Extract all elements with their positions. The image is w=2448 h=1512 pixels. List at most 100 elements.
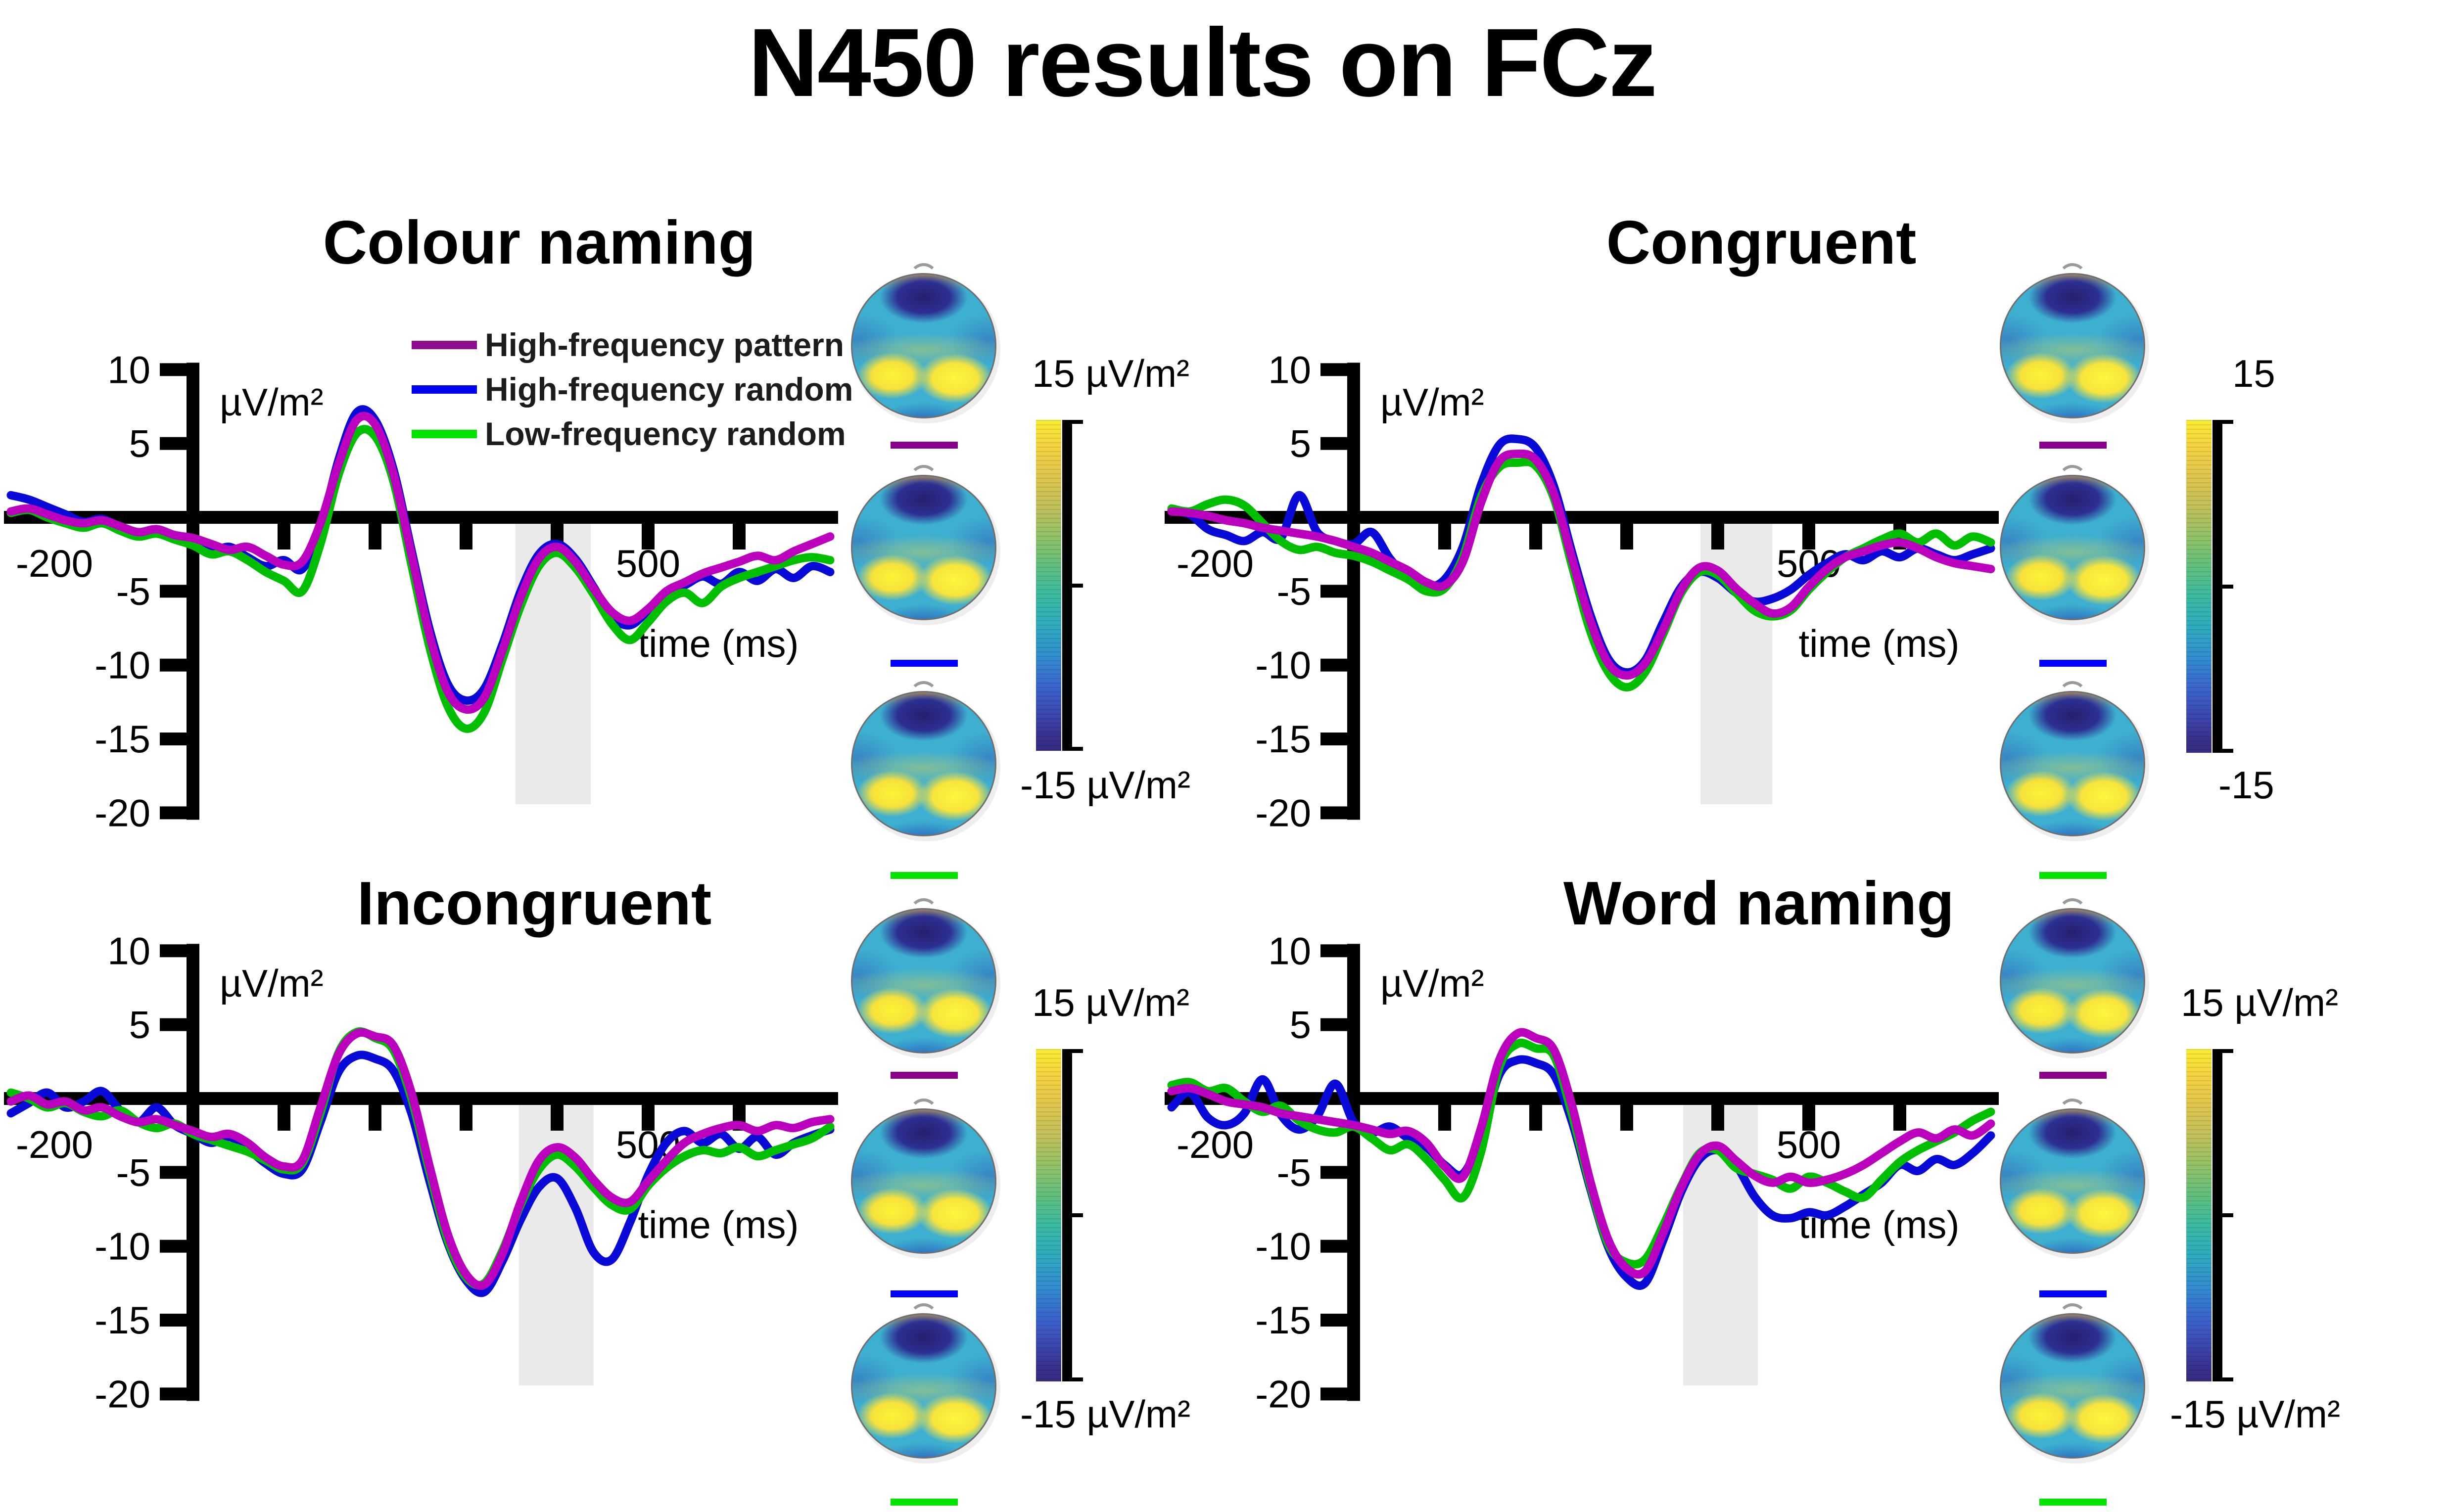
erp-curve-congruent-low-frequency-random [1167, 458, 1995, 691]
colorbar-gradient [2186, 1049, 2212, 1381]
y-tick [160, 733, 187, 746]
x-tick [1711, 524, 1724, 550]
colorbar-tick-bottom [2222, 1377, 2233, 1381]
x-tick [642, 1105, 655, 1131]
topo-map-colour-naming-high-frequency-random [851, 475, 996, 620]
y-tick [160, 658, 187, 672]
y-tick [1320, 944, 1347, 958]
x-axis-unit-label: time (ms) [1799, 622, 1960, 665]
topo-map-word-naming-high-frequency-pattern [2000, 908, 2145, 1054]
x-tick-label: -200 [16, 542, 93, 585]
topo-condition-line-random [2039, 1290, 2107, 1297]
topo-map-colour-naming-high-frequency-pattern [851, 273, 996, 418]
topo-map-incongruent-low-frequency-random [851, 1313, 996, 1459]
panel-title-word-naming: Word naming [1563, 870, 1954, 938]
y-tick-label: -20 [94, 1372, 150, 1416]
topo-map-incongruent-high-frequency-pattern [851, 908, 996, 1054]
y-axis [187, 944, 199, 1401]
x-tick [460, 1105, 472, 1131]
y-axis-unit-label: µV/m² [1380, 962, 1484, 1005]
significance-band [518, 1105, 594, 1385]
y-tick [1320, 658, 1347, 672]
erp-curve-colour-naming-high-frequency-pattern [6, 412, 835, 714]
colorbar-min-label: -15 µV/m² [1020, 1392, 1190, 1436]
x-tick [460, 524, 472, 550]
y-tick-label: 10 [1268, 348, 1311, 391]
colorbar-tick-bottom [1072, 747, 1083, 751]
y-tick [160, 944, 187, 958]
colorbar-incongruent [1036, 1049, 1083, 1381]
x-tick [1802, 524, 1815, 550]
y-tick [160, 1314, 187, 1327]
y-tick-label: -10 [1255, 643, 1311, 687]
y-tick-label: -10 [94, 643, 150, 687]
colorbar-tick-zero [2222, 584, 2233, 589]
y-tick-label: -20 [1255, 1372, 1311, 1416]
figure-title: N450 results on FCz [748, 8, 1657, 117]
x-tick [642, 524, 655, 550]
colorbar-tick-zero [1072, 583, 1083, 588]
erp-curve-word-naming-high-frequency-pattern [1167, 1028, 1995, 1279]
x-tick-label: -200 [1177, 1123, 1254, 1166]
y-tick-label: 5 [1290, 422, 1311, 465]
topo-condition-line-pattern [2039, 1072, 2107, 1079]
x-tick [1529, 1105, 1542, 1131]
colorbar-max-label: 15 [2232, 352, 2275, 395]
x-tick [733, 524, 746, 550]
erp-curve-congruent-high-frequency-random [1167, 434, 1995, 677]
y-tick-label: 10 [1268, 929, 1311, 972]
legend-swatch-high-frequency-random [412, 385, 477, 394]
x-tick [1529, 524, 1542, 550]
y-axis-unit-label: µV/m² [220, 380, 324, 424]
x-tick [1620, 524, 1633, 550]
x-tick [551, 1105, 564, 1131]
topo-condition-line-low [2039, 1499, 2107, 1506]
y-tick-label: 5 [129, 1003, 150, 1047]
erp-curve-incongruent-low-frequency-random [6, 1027, 835, 1289]
panel-title-incongruent: Incongruent [357, 870, 712, 938]
x-tick [1620, 1105, 1633, 1131]
x-axis-unit-label: time (ms) [638, 1203, 799, 1246]
y-tick [1320, 363, 1347, 376]
colorbar-min-label: -15 [2218, 763, 2274, 807]
x-tick [369, 1105, 381, 1131]
y-tick [1320, 1239, 1347, 1253]
y-tick-label: -5 [1277, 569, 1311, 613]
legend-label: High-frequency random [485, 371, 853, 408]
y-tick-label: 10 [107, 348, 150, 391]
x-tick [1711, 1105, 1724, 1131]
y-tick-label: -5 [1277, 1150, 1311, 1194]
y-tick [1320, 585, 1347, 598]
x-tick-label: -200 [16, 1123, 93, 1166]
x-tick [278, 1105, 290, 1131]
colorbar-tick-zero [1072, 1213, 1083, 1217]
legend-swatch-low-frequency-random [412, 429, 477, 438]
y-axis [187, 363, 199, 820]
topo-condition-line-pattern [891, 1072, 958, 1079]
x-tick [1438, 1105, 1451, 1131]
erp-curve-word-naming-low-frequency-random [1167, 1039, 1995, 1269]
x-tick-label: -200 [1177, 542, 1254, 585]
legend: High-frequency pattern High-frequency ra… [412, 322, 853, 456]
x-axis [4, 511, 838, 524]
x-tick [733, 1105, 746, 1131]
y-tick [1320, 806, 1347, 820]
y-axis [1347, 363, 1360, 820]
colorbar-axis [1062, 1049, 1072, 1381]
legend-label: Low-frequency random [485, 415, 846, 452]
y-tick-label: -15 [94, 1298, 150, 1342]
colorbar-gradient [1036, 1049, 1061, 1381]
erp-panel-congruent: 10 5 -5 -10 -15 -20 -200 500 µV/m² time (ms) [1165, 348, 1999, 834]
topo-map-congruent-low-frequency-random [2000, 691, 2145, 836]
topo-condition-line-low [891, 1499, 958, 1506]
y-tick [160, 1239, 187, 1253]
x-tick [369, 524, 381, 550]
significance-band [515, 524, 591, 804]
topo-condition-line-random [891, 660, 958, 667]
y-tick-label: 5 [1290, 1003, 1311, 1047]
topo-condition-line-pattern [2039, 442, 2107, 449]
colorbar-gradient [1036, 420, 1061, 751]
y-tick [1320, 733, 1347, 746]
colorbar-min-label: -15 µV/m² [2170, 1392, 2340, 1436]
